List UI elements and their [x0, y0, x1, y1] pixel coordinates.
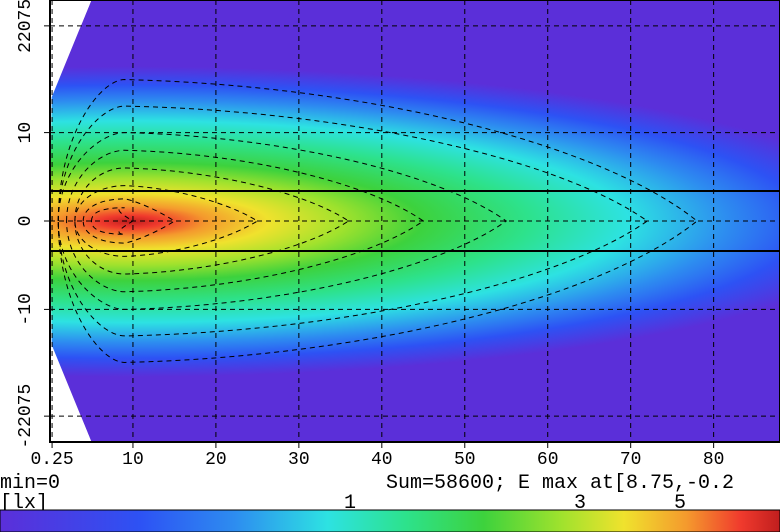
- colorbar-tick-label: 5: [674, 492, 686, 515]
- svg-text:20: 20: [205, 450, 227, 470]
- svg-text:70: 70: [620, 450, 642, 470]
- colorbar-tick-label: 3: [574, 492, 586, 515]
- svg-text:80: 80: [703, 450, 725, 470]
- heatmap-svg: 0.251020304050607080-22075-1001022075min…: [0, 0, 780, 532]
- colorbar: [0, 510, 780, 532]
- svg-text:50: 50: [454, 450, 476, 470]
- illuminance-heatmap: 0.251020304050607080-22075-1001022075min…: [0, 0, 780, 532]
- svg-text:0.25: 0.25: [30, 450, 73, 470]
- svg-text:60: 60: [537, 450, 559, 470]
- colorbar-tick-label: 1: [344, 492, 356, 515]
- svg-text:10: 10: [16, 122, 36, 144]
- svg-text:22075: 22075: [16, 0, 36, 53]
- svg-text:30: 30: [288, 450, 310, 470]
- svg-text:10: 10: [122, 450, 144, 470]
- svg-text:-22075: -22075: [16, 384, 36, 449]
- svg-text:0: 0: [16, 216, 36, 227]
- svg-text:-10: -10: [16, 293, 36, 325]
- svg-text:40: 40: [371, 450, 393, 470]
